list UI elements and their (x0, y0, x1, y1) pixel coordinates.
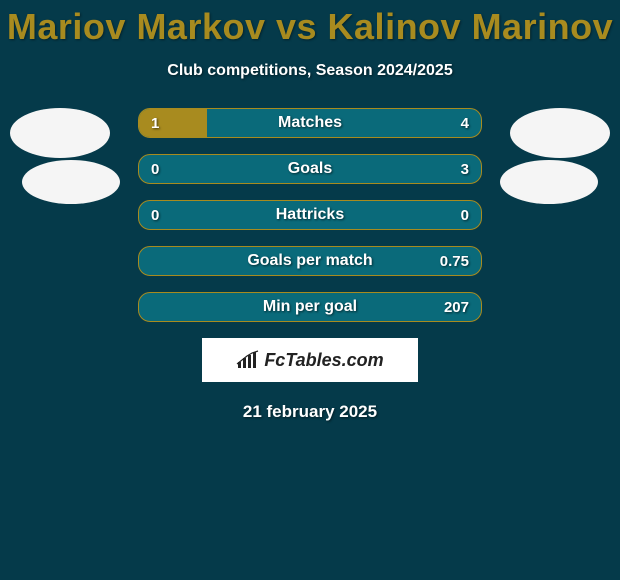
stat-label: Goals per match (139, 247, 481, 275)
stat-value-right: 4 (461, 109, 469, 137)
stat-value-right: 0.75 (440, 247, 469, 275)
stat-row: 1Matches4 (138, 108, 482, 138)
stat-label: Matches (139, 109, 481, 137)
root: Mariov Markov vs Kalinov Marinov Club co… (0, 0, 620, 580)
stat-value-right: 207 (444, 293, 469, 321)
player-left-avatar-1 (10, 108, 110, 158)
brand-chart-icon (236, 350, 260, 370)
season-subtitle: Club competitions, Season 2024/2025 (0, 62, 620, 80)
stat-value-right: 3 (461, 155, 469, 183)
player-right-avatar-1 (510, 108, 610, 158)
stat-row: 0Goals3 (138, 154, 482, 184)
player-right-avatar-2 (500, 160, 598, 204)
player-left-avatar-2 (22, 160, 120, 204)
stat-row: 0Hattricks0 (138, 200, 482, 230)
footer-date: 21 february 2025 (0, 402, 620, 422)
page-title: Mariov Markov vs Kalinov Marinov (0, 0, 620, 48)
stat-value-right: 0 (461, 201, 469, 229)
stat-label: Hattricks (139, 201, 481, 229)
stat-label: Min per goal (139, 293, 481, 321)
brand-text: FcTables.com (264, 350, 383, 371)
comparison-bars: 1Matches40Goals30Hattricks0Goals per mat… (138, 108, 482, 322)
stat-label: Goals (139, 155, 481, 183)
stat-row: Min per goal207 (138, 292, 482, 322)
stats-area: 1Matches40Goals30Hattricks0Goals per mat… (0, 108, 620, 322)
brand-box: FcTables.com (202, 338, 418, 382)
stat-row: Goals per match0.75 (138, 246, 482, 276)
